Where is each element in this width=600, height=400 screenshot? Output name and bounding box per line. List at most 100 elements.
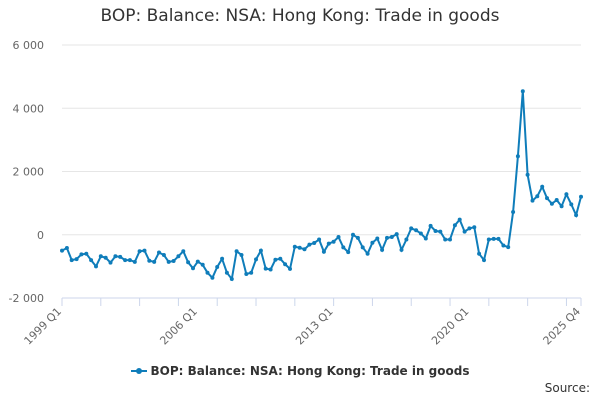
data-point[interactable]: [579, 194, 583, 199]
data-point[interactable]: [409, 226, 414, 231]
data-point[interactable]: [399, 247, 404, 252]
data-point[interactable]: [263, 266, 268, 271]
data-point[interactable]: [438, 229, 443, 234]
data-point[interactable]: [69, 258, 74, 263]
data-point[interactable]: [249, 270, 254, 275]
data-point[interactable]: [501, 243, 506, 248]
data-point[interactable]: [195, 259, 200, 264]
data-point[interactable]: [273, 257, 278, 262]
data-point[interactable]: [258, 248, 263, 253]
data-point[interactable]: [540, 184, 545, 189]
data-point[interactable]: [268, 267, 273, 272]
data-point[interactable]: [549, 201, 554, 206]
data-point[interactable]: [181, 249, 186, 254]
data-point[interactable]: [486, 237, 491, 242]
data-point[interactable]: [535, 194, 540, 199]
data-point[interactable]: [210, 275, 215, 280]
data-point[interactable]: [545, 196, 549, 201]
data-point[interactable]: [428, 223, 433, 228]
data-point[interactable]: [559, 204, 564, 209]
data-point[interactable]: [176, 254, 181, 259]
data-point[interactable]: [200, 262, 205, 267]
data-point[interactable]: [64, 246, 69, 250]
data-point[interactable]: [394, 232, 399, 237]
data-point[interactable]: [142, 248, 147, 253]
data-point[interactable]: [234, 249, 239, 254]
data-point[interactable]: [307, 242, 312, 247]
data-point[interactable]: [472, 225, 477, 230]
data-point[interactable]: [423, 236, 428, 241]
data-point[interactable]: [404, 237, 409, 242]
data-point[interactable]: [60, 248, 64, 253]
data-point[interactable]: [161, 253, 166, 257]
data-point[interactable]: [375, 236, 380, 241]
data-point[interactable]: [239, 253, 244, 257]
data-point[interactable]: [346, 250, 351, 255]
data-point[interactable]: [385, 235, 389, 240]
data-point[interactable]: [433, 229, 438, 233]
data-point[interactable]: [467, 226, 472, 231]
data-point[interactable]: [312, 241, 317, 245]
data-point[interactable]: [525, 172, 530, 177]
data-point[interactable]: [326, 241, 331, 246]
data-point[interactable]: [157, 250, 161, 255]
data-point[interactable]: [205, 270, 210, 275]
data-point[interactable]: [360, 245, 365, 250]
data-point[interactable]: [515, 154, 520, 159]
data-point[interactable]: [482, 258, 486, 263]
data-point[interactable]: [448, 237, 452, 242]
data-point[interactable]: [98, 254, 103, 259]
data-point[interactable]: [452, 223, 457, 228]
data-point[interactable]: [254, 257, 258, 262]
data-point[interactable]: [229, 277, 234, 281]
data-point[interactable]: [496, 236, 501, 241]
data-point[interactable]: [506, 245, 511, 250]
data-point[interactable]: [443, 237, 448, 242]
data-point[interactable]: [365, 251, 370, 256]
data-point[interactable]: [317, 237, 322, 242]
data-point[interactable]: [351, 232, 355, 237]
data-point[interactable]: [414, 228, 419, 233]
data-point[interactable]: [94, 264, 98, 269]
data-point[interactable]: [457, 217, 462, 222]
data-point[interactable]: [462, 229, 467, 234]
data-point[interactable]: [191, 266, 195, 271]
data-point[interactable]: [574, 213, 579, 218]
data-point[interactable]: [380, 247, 385, 252]
data-point[interactable]: [331, 239, 336, 244]
data-point[interactable]: [108, 260, 113, 265]
data-point[interactable]: [84, 251, 89, 256]
data-point[interactable]: [554, 198, 559, 202]
data-point[interactable]: [341, 245, 346, 250]
data-point[interactable]: [491, 236, 496, 241]
data-point[interactable]: [283, 262, 288, 267]
data-point[interactable]: [79, 252, 84, 257]
data-point[interactable]: [511, 210, 516, 214]
data-point[interactable]: [74, 257, 79, 262]
data-point[interactable]: [89, 258, 94, 263]
data-point[interactable]: [123, 258, 128, 263]
data-point[interactable]: [288, 266, 292, 271]
data-point[interactable]: [113, 254, 118, 259]
data-point[interactable]: [224, 270, 229, 275]
data-point[interactable]: [215, 265, 220, 269]
data-point[interactable]: [297, 245, 302, 250]
data-point[interactable]: [186, 260, 191, 265]
data-point[interactable]: [564, 192, 569, 197]
data-point[interactable]: [418, 231, 423, 236]
data-point[interactable]: [355, 235, 360, 240]
data-point[interactable]: [389, 235, 394, 239]
data-point[interactable]: [152, 259, 157, 264]
data-point[interactable]: [137, 249, 142, 254]
data-point[interactable]: [569, 202, 574, 207]
data-point[interactable]: [292, 244, 297, 249]
data-point[interactable]: [244, 272, 249, 276]
data-point[interactable]: [166, 259, 171, 264]
data-point[interactable]: [147, 258, 152, 263]
data-point[interactable]: [321, 249, 326, 254]
data-point[interactable]: [132, 259, 137, 264]
data-point[interactable]: [278, 256, 283, 261]
legend-item[interactable]: BOP: Balance: NSA: Hong Kong: Trade in g…: [130, 364, 470, 378]
data-point[interactable]: [336, 235, 341, 239]
data-point[interactable]: [370, 240, 375, 245]
